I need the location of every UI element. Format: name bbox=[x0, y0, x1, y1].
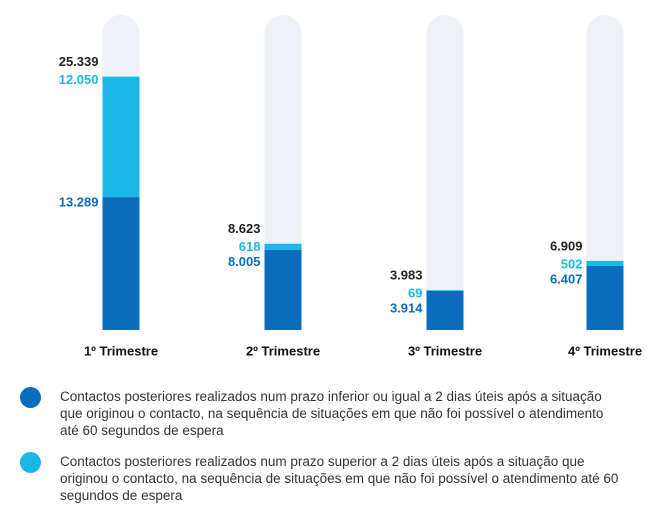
x-tick-label: 4º Trimestre bbox=[568, 343, 642, 358]
legend-text: Contactos posteriores realizados num pra… bbox=[60, 389, 604, 438]
x-tick-label: 1º Trimestre bbox=[84, 343, 158, 358]
legend-text: Contactos posteriores realizados num pra… bbox=[60, 454, 619, 503]
value-label: 8.005 bbox=[228, 254, 261, 269]
total-label: 25.339 bbox=[59, 54, 99, 69]
value-label: 502 bbox=[561, 256, 583, 271]
total-label: 6.909 bbox=[550, 238, 583, 253]
bar-track bbox=[586, 15, 624, 330]
x-tick-label: 2º Trimestre bbox=[246, 343, 320, 358]
bar-segment bbox=[102, 76, 140, 198]
value-label: 13.289 bbox=[59, 195, 99, 210]
bar-segment bbox=[264, 243, 302, 250]
bar-segment bbox=[586, 265, 624, 330]
legend-dot bbox=[20, 452, 41, 473]
bar-segment bbox=[426, 290, 464, 330]
legend-dot bbox=[20, 387, 41, 408]
value-label: 69 bbox=[408, 286, 422, 301]
value-label: 618 bbox=[239, 239, 261, 254]
chart: 25.339 12.050 13.289 1º Trimestre 8.623 6188.… bbox=[59, 15, 642, 358]
value-label: 6.407 bbox=[550, 271, 583, 286]
bar-segment bbox=[264, 249, 302, 330]
total-label: 8.623 bbox=[228, 221, 261, 236]
x-tick-label: 3º Trimestre bbox=[408, 343, 482, 358]
bar-segment bbox=[102, 197, 140, 330]
bar-segment bbox=[586, 260, 624, 266]
value-label: 12.050 bbox=[59, 72, 99, 87]
total-label: 3.983 bbox=[390, 268, 423, 283]
bar-track bbox=[426, 15, 464, 330]
bar-segment bbox=[426, 290, 464, 291]
value-label: 3.914 bbox=[390, 301, 423, 316]
